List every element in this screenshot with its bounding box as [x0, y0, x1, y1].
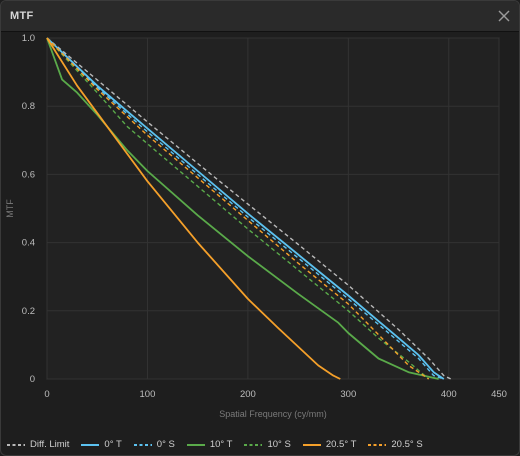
legend-label: 20.5° T	[325, 438, 357, 450]
series-line-20-5-t	[46, 37, 341, 380]
legend-item[interactable]: 10° T	[186, 438, 233, 450]
legend: Diff. Limit 0° T 0° S 10° T 10° S 20.5° T 20.5…	[1, 433, 519, 455]
y-tick-label: 0.6	[22, 169, 35, 180]
x-axis-label: Spatial Frequency (cy/mm)	[219, 409, 327, 419]
legend-label: 20.5° S	[391, 438, 423, 450]
legend-item[interactable]: 0° T	[81, 438, 122, 450]
legend-swatch	[81, 444, 100, 446]
legend-item[interactable]: 20.5° S	[368, 438, 423, 450]
legend-item[interactable]: Diff. Limit	[7, 439, 69, 450]
window-title: MTF	[10, 10, 34, 22]
y-tick-label: 0.2	[22, 306, 35, 317]
legend-swatch	[133, 444, 152, 446]
legend-swatch	[244, 444, 263, 446]
series-line-0-t	[46, 37, 445, 380]
legend-label: 0° S	[156, 438, 175, 450]
legend-label: 10° S	[267, 438, 291, 450]
x-tick-label: 200	[240, 389, 256, 400]
legend-swatch	[368, 444, 387, 446]
legend-label: Diff. Limit	[30, 438, 70, 450]
legend-swatch	[7, 444, 25, 446]
x-tick-label: 0	[44, 389, 49, 400]
legend-item[interactable]: 10° S	[244, 438, 291, 450]
x-tick-label: 450	[491, 389, 507, 400]
title-bar: MTF	[1, 1, 519, 32]
y-tick-label: 0.8	[22, 101, 35, 112]
plot-background	[46, 37, 500, 380]
y-tick-label: 1.0	[22, 33, 35, 44]
close-icon[interactable]	[495, 7, 513, 25]
y-axis-label: MTF	[5, 199, 15, 218]
legend-swatch	[302, 444, 321, 446]
legend-swatch	[186, 444, 205, 446]
x-tick-label: 400	[441, 389, 457, 400]
x-tick-label: 100	[140, 389, 156, 400]
y-tick-label: 0.4	[22, 238, 35, 249]
legend-label: 0° T	[104, 438, 122, 450]
plot-area: 0 100 200 300 400 450 0 0.2 0.4 0.6 0.8 1.0 Spatial …	[1, 32, 519, 455]
legend-item[interactable]: 0° S	[133, 438, 175, 450]
series-line-0-s	[46, 37, 445, 380]
legend-item[interactable]: 20.5° T	[302, 438, 357, 450]
series-line-10-t	[46, 37, 439, 380]
x-tick-label: 300	[340, 389, 356, 400]
legend-label: 10° T	[209, 438, 233, 450]
series-line-diff-limit	[46, 37, 452, 380]
mtf-chart: 0 100 200 300 400 450 0 0.2 0.4 0.6 0.8 1.0 Spatial …	[5, 33, 507, 419]
y-tick-label: 0	[30, 374, 35, 385]
series-line-20-5-s	[46, 37, 430, 380]
